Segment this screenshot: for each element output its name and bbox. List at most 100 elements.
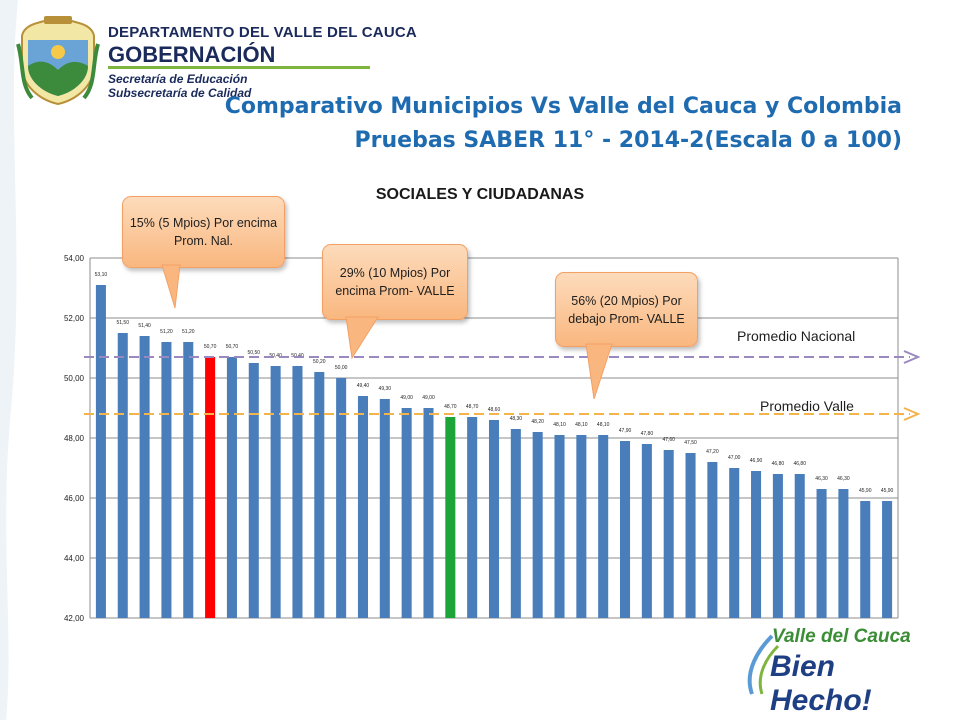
bar-value-label: 48,10 <box>553 422 566 428</box>
bar <box>445 417 456 618</box>
bar <box>751 471 762 618</box>
callout-above-valle: 29% (10 Mpios) Por encima Prom- VALLE <box>322 244 468 320</box>
reference-arrowhead <box>903 407 921 421</box>
bar-value-label: 46,80 <box>793 461 806 467</box>
bar <box>117 333 128 618</box>
page-subtitle: Pruebas SABER 11° - 2014-2(Escala 0 a 10… <box>354 128 902 153</box>
bar <box>270 366 281 618</box>
promedio-valle-label: Promedio Valle <box>760 398 854 414</box>
y-tick-label: 42,00 <box>64 614 85 623</box>
bar-value-label: 47,50 <box>684 440 697 446</box>
bar <box>139 336 150 618</box>
callout-above-valle-text: 29% (10 Mpios) Por encima Prom- VALLE <box>335 266 455 298</box>
bar-value-label: 50,70 <box>226 344 239 350</box>
bar <box>336 378 347 618</box>
valle-bien-hecho-logo: Valle del Cauca Bien Hecho! <box>742 626 942 717</box>
promedio-nacional-label: Promedio Nacional <box>737 328 856 344</box>
department-name: DEPARTAMENTO DEL VALLE DEL CAUCA <box>108 24 417 41</box>
bar-value-label: 51,50 <box>116 320 129 326</box>
bar-value-label: 53,10 <box>95 272 108 278</box>
bar-value-label: 49,00 <box>400 395 413 401</box>
bar-value-label: 46,30 <box>815 476 828 482</box>
bar-value-label: 46,80 <box>772 461 785 467</box>
bar-value-label: 48,30 <box>510 416 523 422</box>
header-rule <box>108 66 370 69</box>
bar-value-label: 47,20 <box>706 449 719 455</box>
y-tick-label: 52,00 <box>64 314 85 323</box>
brand-valle-del-cauca: Valle del Cauca <box>772 626 911 647</box>
bar <box>161 342 172 618</box>
callout-pointer <box>345 316 379 360</box>
bar-value-label: 48,10 <box>597 422 610 428</box>
bar-value-label: 48,70 <box>466 404 479 410</box>
y-tick-label: 50,00 <box>64 374 85 383</box>
bar <box>729 468 740 618</box>
bar-value-label: 47,80 <box>641 431 654 437</box>
bar <box>772 474 783 618</box>
bar <box>860 501 871 618</box>
callout-pointer <box>161 264 181 309</box>
chart-title: SOCIALES Y CIUDADANAS <box>375 186 585 203</box>
bar <box>620 441 631 618</box>
bar-value-label: 50,00 <box>335 365 348 371</box>
bar <box>379 399 390 618</box>
bar <box>532 432 543 618</box>
callout-below-valle: 56% (20 Mpios) Por debajo Prom- VALLE <box>555 272 698 347</box>
callout-below-valle-text: 56% (20 Mpios) Por debajo Prom- VALLE <box>568 293 685 326</box>
bar <box>576 435 587 618</box>
bar-value-label: 45,90 <box>859 488 872 494</box>
bar-value-label: 50,40 <box>269 353 282 359</box>
bar <box>248 363 259 618</box>
bar-value-label: 48,70 <box>444 404 457 410</box>
bar-value-label: 49,40 <box>357 383 370 389</box>
bar <box>510 429 521 618</box>
bar <box>663 450 674 618</box>
y-tick-label: 48,00 <box>64 434 85 443</box>
bar <box>598 435 609 618</box>
bar-value-label: 51,40 <box>138 323 151 329</box>
left-decoration <box>0 0 18 720</box>
bar-value-label: 46,30 <box>837 476 850 482</box>
bar <box>95 285 106 618</box>
y-tick-label: 44,00 <box>64 554 85 563</box>
callout-above-national: 15% (5 Mpios) Por encima Prom. Nal. <box>122 196 285 268</box>
bar <box>467 417 478 618</box>
coat-of-arms-logo <box>16 16 100 106</box>
page-title: Comparativo Municipios Vs Valle del Cauc… <box>224 94 902 119</box>
bar-value-label: 49,00 <box>422 395 435 401</box>
bar <box>707 462 718 618</box>
bar <box>423 408 434 618</box>
bar <box>226 357 237 618</box>
bar-value-label: 50,50 <box>248 350 261 356</box>
callout-pointer <box>585 343 613 400</box>
bar <box>488 420 500 618</box>
subsecretaria-label: Subsecretaría de Calidad <box>108 86 252 100</box>
bar <box>357 396 368 618</box>
callout-above-national-text: 15% (5 Mpios) Por encima Prom. Nal. <box>129 216 278 248</box>
bar <box>401 408 412 618</box>
bar <box>641 444 652 618</box>
bar <box>183 342 194 618</box>
bar-value-label: 50,70 <box>204 344 217 350</box>
bar-value-label: 47,60 <box>662 437 675 443</box>
bar-value-label: 48,20 <box>531 419 544 425</box>
bar <box>882 501 893 618</box>
bar <box>314 372 325 618</box>
bar <box>205 357 216 618</box>
bar <box>554 435 565 618</box>
bar-value-label: 48,60 <box>488 407 501 413</box>
bar <box>292 366 303 618</box>
secretaria-label: Secretaría de Educación <box>108 72 248 86</box>
y-tick-label: 46,00 <box>64 494 85 503</box>
bar-value-label: 47,00 <box>728 455 741 461</box>
bar <box>816 489 827 618</box>
reference-arrowhead <box>903 350 921 364</box>
bar-value-label: 51,20 <box>182 329 195 335</box>
y-tick-label: 54,00 <box>64 254 85 263</box>
bar <box>838 489 849 618</box>
swoosh-icon <box>747 634 780 695</box>
bar-value-label: 51,20 <box>160 329 173 335</box>
bar-value-label: 47,90 <box>619 428 632 434</box>
bar-value-label: 49,30 <box>379 386 392 392</box>
